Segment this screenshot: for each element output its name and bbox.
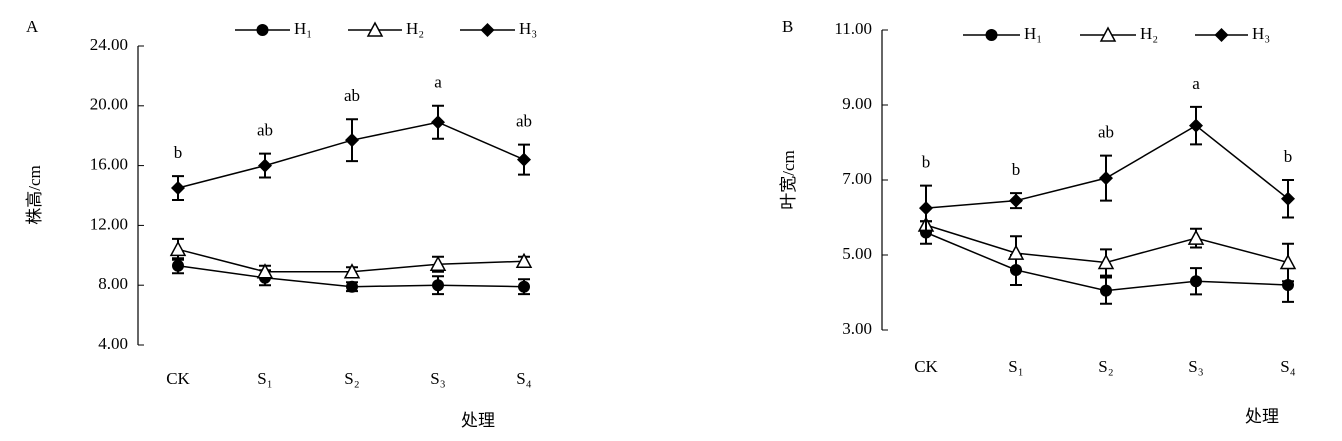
marker <box>171 181 185 196</box>
y-tick-label: 11.00 <box>834 19 872 38</box>
y-axis-label: 叶宽/cm <box>779 150 798 210</box>
y-tick-label: 7.00 <box>842 169 872 188</box>
marker <box>346 280 358 293</box>
annotation: ab <box>516 112 532 131</box>
marker <box>517 152 531 167</box>
x-tick-label: S₂ <box>344 369 359 388</box>
x-axis-label: 处理 <box>1245 407 1279 426</box>
marker <box>1100 284 1112 297</box>
marker <box>256 263 274 279</box>
annotation: a <box>1192 74 1200 93</box>
annotation: b <box>1284 147 1293 166</box>
marker <box>1281 191 1295 206</box>
x-tick-label: S₂ <box>1098 357 1113 376</box>
panel-label: A <box>26 17 39 36</box>
marker <box>258 158 272 173</box>
y-tick-label: 20.00 <box>90 95 128 114</box>
annotation: ab <box>257 121 273 140</box>
annotation: ab <box>1098 123 1114 142</box>
marker <box>1099 26 1117 42</box>
x-tick-label: S₃ <box>1188 357 1203 376</box>
x-tick-label: CK <box>166 369 190 388</box>
legend-label: H₁ <box>1024 24 1042 43</box>
marker <box>432 279 444 292</box>
x-axis-label: 处理 <box>461 411 495 430</box>
annotation: ab <box>344 86 360 105</box>
annotation: a <box>434 73 442 92</box>
x-tick-label: S₄ <box>1280 357 1295 376</box>
y-tick-label: 3.00 <box>842 319 872 338</box>
y-tick-label: 16.00 <box>90 155 128 174</box>
marker <box>431 115 445 130</box>
marker <box>1214 28 1229 42</box>
marker <box>1097 253 1115 270</box>
legend-label: H₂ <box>1140 24 1158 43</box>
legend-label: H₁ <box>294 19 312 38</box>
x-tick-label: S₁ <box>1008 357 1023 376</box>
y-tick-label: 9.00 <box>842 94 872 113</box>
marker <box>345 133 359 148</box>
x-tick-label: S₄ <box>516 369 531 388</box>
marker <box>985 29 998 41</box>
marker <box>1189 118 1203 133</box>
marker <box>518 280 530 293</box>
marker <box>1187 229 1205 245</box>
marker <box>343 263 361 279</box>
marker <box>1190 275 1202 288</box>
marker <box>1099 171 1113 186</box>
marker <box>1007 244 1025 260</box>
marker <box>1279 253 1297 270</box>
annotation: b <box>922 153 931 172</box>
y-tick-label: 8.00 <box>98 274 128 293</box>
marker <box>480 23 495 37</box>
marker <box>919 201 933 216</box>
x-tick-label: S₁ <box>257 369 272 388</box>
marker <box>169 240 187 257</box>
legend-label: H₃ <box>1252 24 1270 43</box>
marker <box>366 21 384 37</box>
marker <box>256 24 269 36</box>
y-tick-label: 5.00 <box>842 244 872 263</box>
annotation: b <box>174 143 183 162</box>
panel-label: B <box>782 17 793 36</box>
legend-label: H₃ <box>519 19 537 38</box>
y-tick-label: 12.00 <box>90 214 128 233</box>
y-axis-label: 株高/cm <box>25 165 44 225</box>
marker <box>429 255 447 272</box>
annotation: b <box>1012 160 1021 179</box>
y-tick-label: 24.00 <box>90 35 128 54</box>
x-tick-label: S₃ <box>430 369 445 388</box>
x-tick-label: CK <box>914 357 938 376</box>
marker <box>1009 193 1023 208</box>
y-tick-label: 4.00 <box>98 334 128 353</box>
marker <box>515 252 533 269</box>
marker <box>172 259 184 272</box>
legend-label: H₂ <box>406 19 424 38</box>
